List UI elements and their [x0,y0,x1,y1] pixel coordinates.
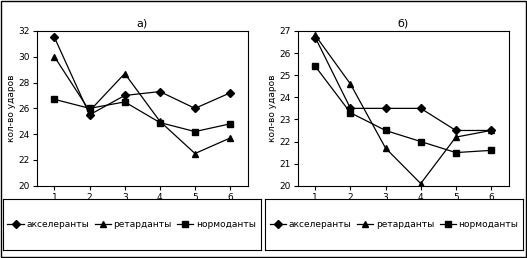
Legend: акселеранты, ретарданты, нормоданты: акселеранты, ретарданты, нормоданты [266,216,522,232]
X-axis label: номер квадрата: номер квадрата [365,205,442,213]
X-axis label: номер квадрата: номер квадрата [104,205,181,213]
Y-axis label: кол-во ударов: кол-во ударов [268,75,277,142]
Y-axis label: кол-во ударов: кол-во ударов [7,75,16,142]
Legend: акселеранты, ретарданты, нормоданты: акселеранты, ретарданты, нормоданты [4,216,260,232]
Title: а): а) [136,19,148,29]
Title: б): б) [397,19,409,29]
